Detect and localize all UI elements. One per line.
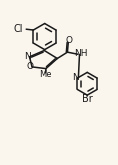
Text: N: N: [24, 52, 31, 61]
Text: N: N: [72, 73, 79, 82]
Text: O: O: [65, 36, 72, 45]
Text: O: O: [26, 62, 33, 71]
Text: Cl: Cl: [14, 24, 23, 34]
Text: NH: NH: [74, 49, 87, 58]
Text: Me: Me: [39, 70, 52, 79]
Text: Br: Br: [82, 94, 93, 104]
